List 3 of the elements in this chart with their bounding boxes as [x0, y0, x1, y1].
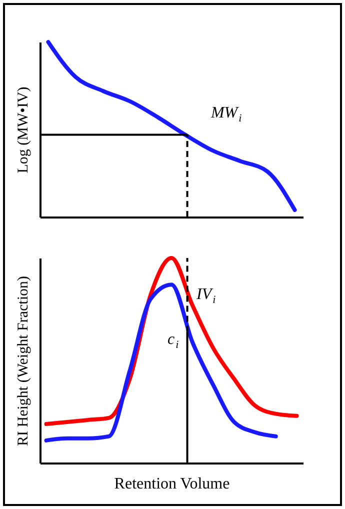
y-axis-title: Log (MW•IV) — [16, 86, 32, 174]
x-axis-title: Retention Volume — [114, 476, 230, 492]
y-axis-title: RI Height (Weight Fraction) — [16, 276, 32, 446]
